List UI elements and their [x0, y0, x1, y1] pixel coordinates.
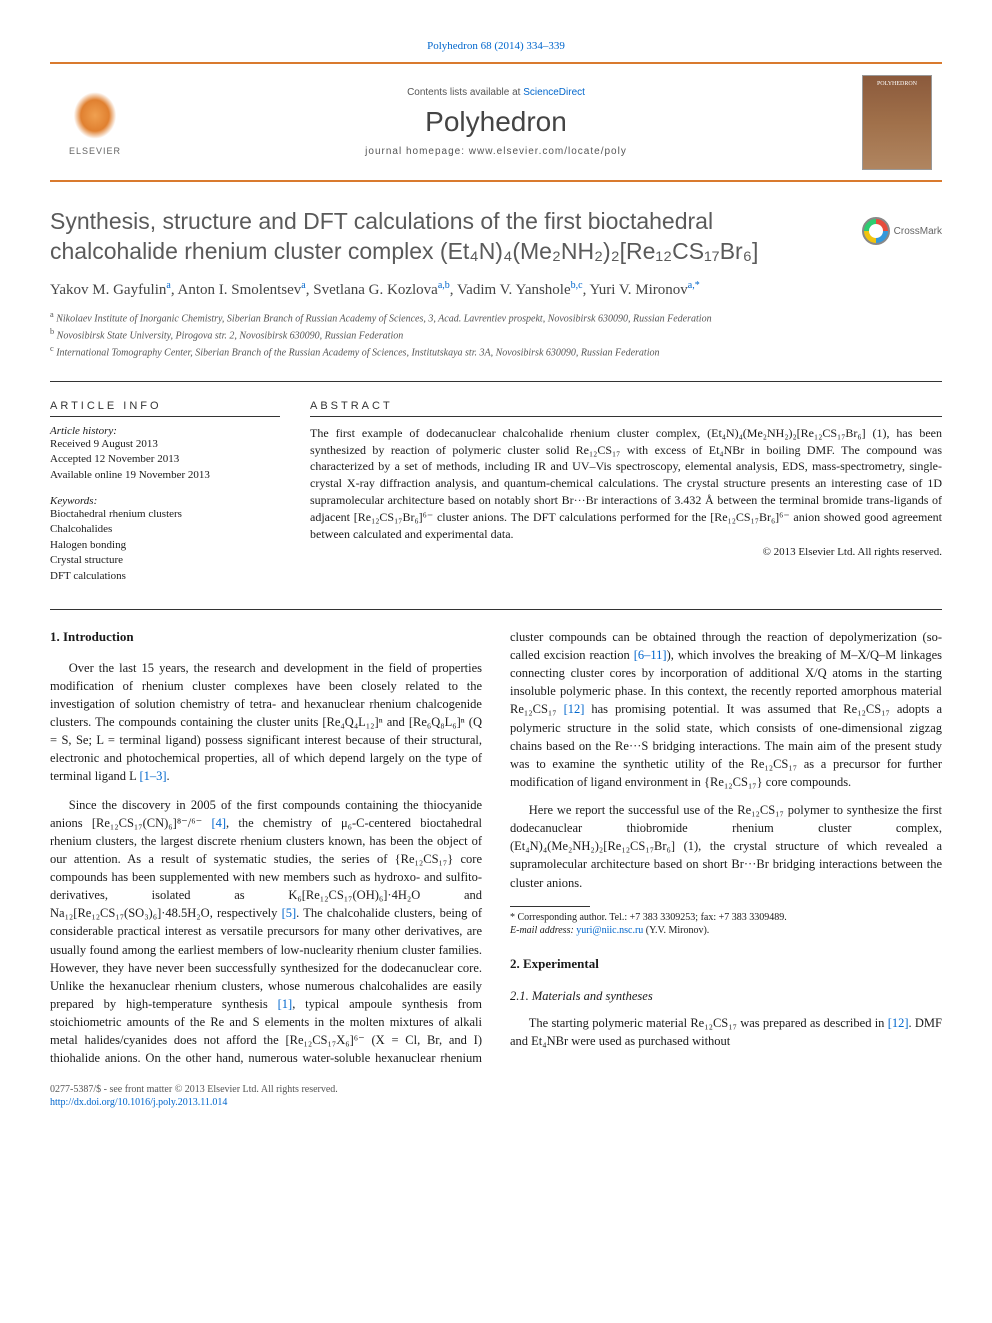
abstract-copyright: © 2013 Elsevier Ltd. All rights reserved…: [310, 546, 942, 558]
citation-link[interactable]: [6–11]: [634, 648, 667, 662]
article-body: 1. Introduction Over the last 15 years, …: [50, 628, 942, 1068]
article-info: ARTICLE INFO Article history: Received 9…: [50, 400, 280, 584]
issn-line: 0277-5387/$ - see front matter © 2013 El…: [50, 1083, 942, 1096]
author: Vadim V. Yansholeb,c: [457, 282, 583, 298]
abstract-heading: ABSTRACT: [310, 400, 942, 412]
subsection-heading: 2.1. Materials and syntheses: [510, 987, 942, 1005]
keyword: DFT calculations: [50, 569, 280, 584]
author-list: Yakov M. Gayfulina, Anton I. Smolentseva…: [50, 279, 942, 301]
citation-line: Polyhedron 68 (2014) 334–339: [50, 40, 942, 52]
affiliation: a Nikolaev Institute of Inorganic Chemis…: [50, 309, 942, 326]
keyword: Crystal structure: [50, 553, 280, 568]
author: Yuri V. Mironova,*: [590, 282, 700, 298]
body-paragraph: Over the last 15 years, the research and…: [50, 659, 482, 786]
doi-link[interactable]: http://dx.doi.org/10.1016/j.poly.2013.11…: [50, 1097, 227, 1108]
citation-link[interactable]: [4]: [211, 816, 226, 830]
keywords-label: Keywords:: [50, 495, 280, 507]
sciencedirect-link[interactable]: ScienceDirect: [523, 87, 585, 98]
citation-link[interactable]: [12]: [564, 702, 585, 716]
author: Svetlana G. Kozlovaa,b: [313, 282, 450, 298]
citation-link[interactable]: [5]: [282, 906, 297, 920]
email-link[interactable]: yuri@niic.nsc.ru: [576, 925, 643, 936]
contents-available-line: Contents lists available at ScienceDirec…: [130, 87, 862, 98]
abstract: ABSTRACT The first example of dodecanucl…: [310, 400, 942, 584]
citation-link[interactable]: [12]: [888, 1016, 909, 1030]
crossmark-badge[interactable]: CrossMark: [862, 217, 942, 245]
history-label: Article history:: [50, 425, 280, 437]
keyword: Bioctahedral rhenium clusters: [50, 507, 280, 522]
corresponding-author-footnote: * Corresponding author. Tel.: +7 383 330…: [510, 911, 942, 937]
citation-link[interactable]: [1]: [278, 997, 293, 1011]
journal-name: Polyhedron: [130, 106, 862, 138]
accepted-date: Accepted 12 November 2013: [50, 452, 280, 467]
body-paragraph: Here we report the successful use of the…: [510, 801, 942, 892]
section-heading: 2. Experimental: [510, 955, 942, 974]
keyword: Chalcohalides: [50, 522, 280, 537]
crossmark-label: CrossMark: [894, 226, 942, 237]
keyword: Halogen bonding: [50, 538, 280, 553]
affiliation: b Novosibirsk State University, Pirogova…: [50, 326, 942, 343]
citation-link[interactable]: [1–3]: [139, 769, 166, 783]
elsevier-logo: ELSEVIER: [60, 82, 130, 162]
journal-cover-thumbnail: POLYHEDRON: [862, 75, 932, 170]
section-heading: 1. Introduction: [50, 628, 482, 647]
article-info-heading: ARTICLE INFO: [50, 400, 280, 412]
body-paragraph: The starting polymeric material Re₁₂CS₁₇…: [510, 1014, 942, 1050]
author: Yakov M. Gayfulina: [50, 282, 171, 298]
affiliation-list: a Nikolaev Institute of Inorganic Chemis…: [50, 309, 942, 361]
journal-header: ELSEVIER Contents lists available at Sci…: [50, 62, 942, 182]
online-date: Available online 19 November 2013: [50, 468, 280, 483]
abstract-text: The first example of dodecanuclear chalc…: [310, 425, 942, 543]
page-footer: 0277-5387/$ - see front matter © 2013 El…: [50, 1083, 942, 1109]
affiliation: c International Tomography Center, Siber…: [50, 343, 942, 360]
article-title: Synthesis, structure and DFT calculation…: [50, 207, 942, 267]
crossmark-icon: [862, 217, 890, 245]
received-date: Received 9 August 2013: [50, 437, 280, 452]
journal-homepage: journal homepage: www.elsevier.com/locat…: [130, 146, 862, 157]
author: Anton I. Smolentseva: [178, 282, 306, 298]
